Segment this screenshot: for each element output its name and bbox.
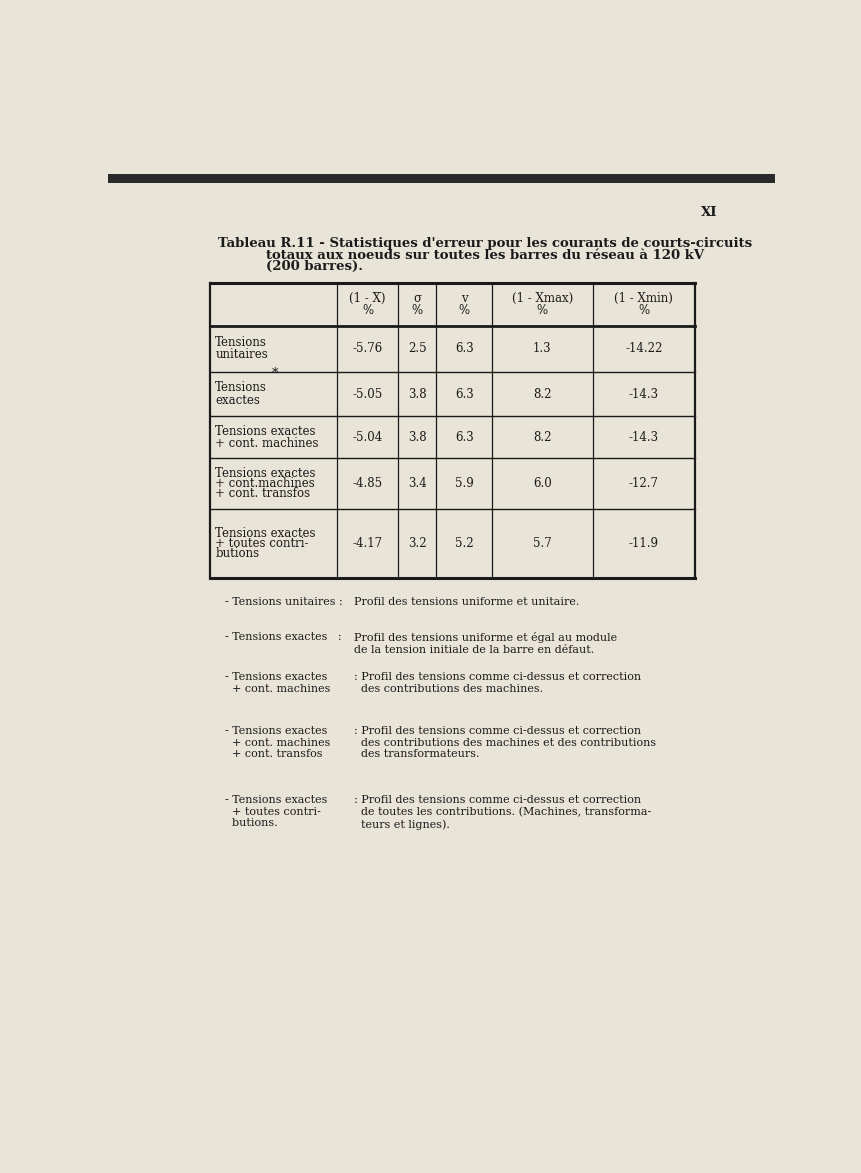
Text: Tensions: Tensions [215, 381, 267, 394]
Text: Tableau R.11 - Statistiques d'erreur pour les courants de courts-circuits: Tableau R.11 - Statistiques d'erreur pou… [218, 237, 752, 250]
Text: 6.3: 6.3 [455, 430, 474, 443]
Text: - Tensions exactes
  + cont. machines
  + cont. transfos: - Tensions exactes + cont. machines + co… [226, 726, 331, 759]
Text: -5.76: -5.76 [352, 343, 383, 355]
Text: %: % [412, 304, 423, 317]
Text: -5.04: -5.04 [352, 430, 383, 443]
Text: 3.8: 3.8 [408, 430, 426, 443]
Text: (200 barres).: (200 barres). [266, 260, 362, 273]
Text: + toutes contri-: + toutes contri- [215, 537, 309, 550]
Text: %: % [362, 304, 373, 317]
Text: Tensions exactes: Tensions exactes [215, 425, 316, 438]
Text: exactes: exactes [215, 394, 260, 407]
Text: Profil des tensions uniforme et égal au module
de la tension initiale de la barr: Profil des tensions uniforme et égal au … [354, 632, 617, 655]
Text: 6.3: 6.3 [455, 343, 474, 355]
Text: 5.9: 5.9 [455, 477, 474, 490]
Text: -4.17: -4.17 [352, 537, 382, 550]
Text: - Tensions exactes   :: - Tensions exactes : [226, 632, 342, 642]
Text: (1 - Xmax): (1 - Xmax) [511, 292, 573, 305]
Text: *: * [272, 367, 278, 380]
Text: 2.5: 2.5 [408, 343, 426, 355]
Text: -14.3: -14.3 [629, 387, 659, 401]
Text: butions: butions [215, 547, 259, 560]
Text: - Tensions unitaires :: - Tensions unitaires : [226, 597, 344, 606]
Text: - Tensions exactes
  + toutes contri-
  butions.: - Tensions exactes + toutes contri- buti… [226, 795, 328, 828]
Text: : Profil des tensions comme ci-dessus et correction
  de toutes les contribution: : Profil des tensions comme ci-dessus et… [354, 795, 651, 829]
Text: 6.3: 6.3 [455, 387, 474, 401]
Text: 8.2: 8.2 [533, 387, 552, 401]
Text: 6.0: 6.0 [533, 477, 552, 490]
Text: : Profil des tensions comme ci-dessus et correction
  des contributions des mach: : Profil des tensions comme ci-dessus et… [354, 672, 641, 693]
Text: 8.2: 8.2 [533, 430, 552, 443]
Text: (1 - Xmin): (1 - Xmin) [615, 292, 673, 305]
Text: 5.7: 5.7 [533, 537, 552, 550]
Text: Tensions: Tensions [215, 335, 267, 350]
Text: + cont. machines: + cont. machines [215, 436, 319, 450]
Text: - Tensions exactes
  + cont. machines: - Tensions exactes + cont. machines [226, 672, 331, 693]
Text: totaux aux noeuds sur toutes les barres du réseau à 120 kV: totaux aux noeuds sur toutes les barres … [266, 249, 703, 262]
Text: -5.05: -5.05 [352, 387, 383, 401]
Text: -12.7: -12.7 [629, 477, 659, 490]
Text: -14.22: -14.22 [625, 343, 663, 355]
Text: %: % [537, 304, 548, 317]
Text: σ: σ [413, 292, 421, 305]
Text: (1 - X̅): (1 - X̅) [350, 292, 386, 305]
Text: -14.3: -14.3 [629, 430, 659, 443]
Text: : Profil des tensions comme ci-dessus et correction
  des contributions des mach: : Profil des tensions comme ci-dessus et… [354, 726, 656, 759]
Bar [108, 174, 775, 183]
Text: + cont.machines: + cont.machines [215, 477, 315, 490]
Text: -4.85: -4.85 [352, 477, 382, 490]
Text: Profil des tensions uniforme et unitaire.: Profil des tensions uniforme et unitaire… [354, 597, 579, 606]
Text: 1.3: 1.3 [533, 343, 552, 355]
Text: v: v [461, 292, 468, 305]
Text: 3.4: 3.4 [408, 477, 426, 490]
Text: 5.2: 5.2 [455, 537, 474, 550]
Text: Tensions exactes: Tensions exactes [215, 467, 316, 480]
Text: 3.2: 3.2 [408, 537, 426, 550]
Text: XI: XI [701, 206, 717, 219]
Text: 3.8: 3.8 [408, 387, 426, 401]
Text: Tensions exactes: Tensions exactes [215, 527, 316, 540]
Text: unitaires: unitaires [215, 348, 268, 361]
Text: + cont. transfos: + cont. transfos [215, 487, 311, 500]
Text: %: % [459, 304, 470, 317]
Text: -11.9: -11.9 [629, 537, 659, 550]
Text: %: % [638, 304, 649, 317]
